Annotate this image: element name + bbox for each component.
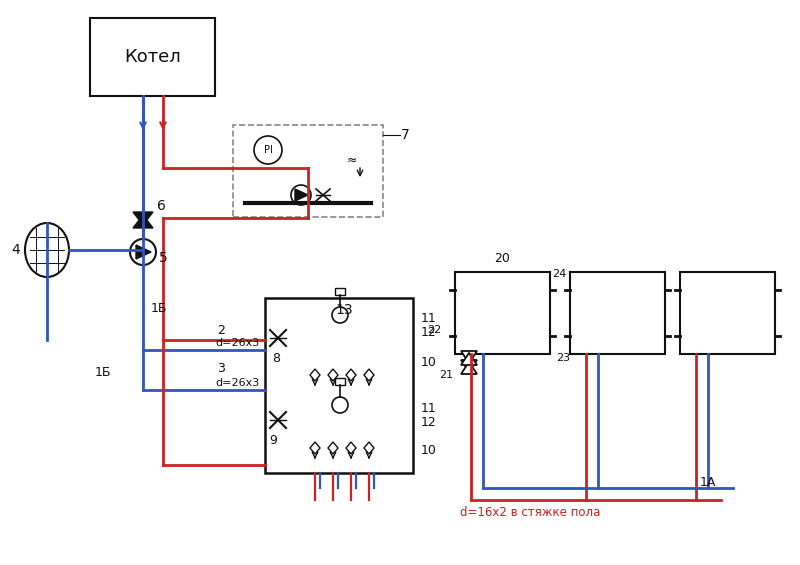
Polygon shape [346, 442, 356, 454]
Text: 22: 22 [426, 325, 441, 335]
Text: 2: 2 [217, 324, 225, 337]
Bar [455, 272, 550, 354]
Polygon shape [461, 353, 477, 365]
Text: 12: 12 [421, 416, 437, 429]
Bar [90, 18, 215, 96]
Polygon shape [133, 212, 153, 225]
Polygon shape [295, 189, 308, 201]
Bar [570, 272, 665, 354]
Text: d=16x2 в стяжке пола: d=16x2 в стяжке пола [460, 506, 600, 519]
Text: d=26x3: d=26x3 [216, 378, 260, 388]
Bar [335, 378, 345, 385]
Polygon shape [461, 362, 477, 374]
Text: 10: 10 [421, 444, 437, 457]
Polygon shape [310, 369, 320, 381]
Polygon shape [328, 442, 338, 454]
Text: 8: 8 [272, 351, 280, 364]
Text: 24: 24 [552, 269, 566, 279]
Polygon shape [461, 351, 477, 363]
Polygon shape [136, 245, 151, 259]
Polygon shape [310, 442, 320, 454]
Text: 11: 11 [421, 402, 437, 415]
Text: 23: 23 [556, 353, 570, 363]
Polygon shape [461, 360, 477, 372]
Bar [680, 272, 775, 354]
Text: PI: PI [263, 145, 273, 155]
Polygon shape [328, 369, 338, 381]
Polygon shape [346, 369, 356, 381]
Bar [265, 298, 413, 473]
Text: 9: 9 [269, 433, 277, 446]
Text: 1Б: 1Б [95, 367, 111, 380]
Text: 13: 13 [335, 303, 353, 317]
Text: 11: 11 [421, 311, 437, 324]
Text: Котел: Котел [124, 48, 181, 66]
Text: ≈: ≈ [346, 154, 358, 167]
Bar [233, 125, 383, 217]
Text: 5: 5 [159, 251, 168, 265]
Text: 1А: 1А [700, 476, 716, 489]
Text: 21: 21 [439, 370, 453, 380]
Polygon shape [133, 215, 153, 228]
Bar [335, 288, 345, 295]
Text: d=26x3: d=26x3 [216, 338, 260, 348]
Text: 7: 7 [401, 128, 410, 142]
Text: 1Б: 1Б [151, 302, 167, 315]
Text: 4: 4 [11, 243, 20, 257]
Text: 10: 10 [421, 355, 437, 368]
Polygon shape [364, 369, 374, 381]
Text: 20: 20 [494, 251, 510, 264]
Polygon shape [364, 442, 374, 454]
Text: 3: 3 [217, 362, 225, 375]
Text: 12: 12 [421, 327, 437, 340]
Text: 6: 6 [157, 199, 166, 213]
